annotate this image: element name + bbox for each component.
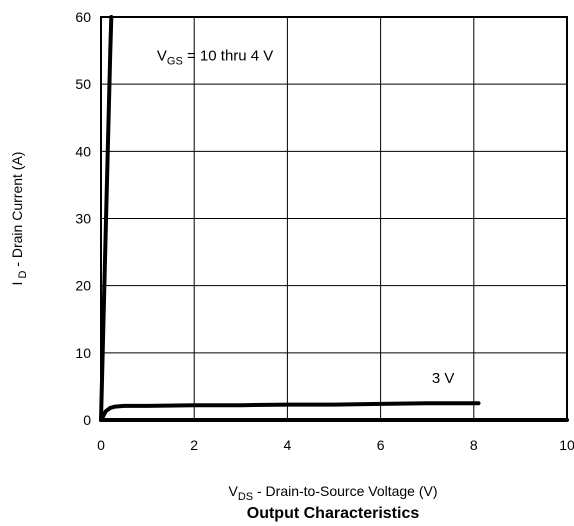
x-axis-label-sub: DS (238, 491, 253, 503)
x-tick-label: 4 (284, 437, 292, 453)
x-tick-label: 6 (377, 437, 385, 453)
annotation-main: V (157, 48, 167, 65)
series-line-1 (99, 401, 481, 422)
annotation-rest: = 10 thru 4 V (183, 48, 273, 65)
x-axis-label-main: V (228, 483, 238, 499)
annotation-sub: GS (167, 56, 183, 68)
x-tick-label: 10 (559, 437, 574, 453)
y-axis-label-sub: D (17, 271, 29, 282)
x-tick-label: 0 (97, 437, 105, 453)
y-tick-label: 60 (75, 9, 91, 25)
annotations: VGS = 10 thru 4 V 3 V (157, 48, 454, 387)
y-tick-label: 40 (75, 143, 91, 159)
curve-annotation-0: VGS = 10 thru 4 V (157, 48, 273, 68)
y-axis-label-main: I (9, 282, 25, 286)
curve-annotation-1: 3 V (432, 370, 455, 387)
plot-frame (100, 16, 568, 421)
chart-title: Output Characteristics (247, 505, 420, 522)
grid-lines (101, 17, 567, 420)
x-tick-label: 8 (470, 437, 478, 453)
y-tick-label: 50 (75, 76, 91, 92)
y-tick-label: 30 (75, 211, 91, 227)
x-axis-label-rest: - Drain-to-Source Voltage (V) (253, 483, 437, 499)
annotation-main: 3 V (432, 370, 455, 387)
y-axis-label: I D - Drain Current (A) (9, 152, 29, 286)
y-tick-label: 0 (83, 412, 91, 428)
x-tick-label: 2 (190, 437, 198, 453)
series-line-0 (99, 15, 114, 422)
x-axis-label: VDS - Drain-to-Source Voltage (V) (228, 483, 437, 503)
y-tick-label: 10 (75, 345, 91, 361)
y-tick-labels: 0 10 20 30 40 50 60 (75, 9, 91, 428)
x-tick-labels: 0 2 4 6 8 10 (97, 437, 574, 453)
y-tick-label: 20 (75, 278, 91, 294)
y-axis-label-rest: - Drain Current (A) (9, 152, 25, 271)
